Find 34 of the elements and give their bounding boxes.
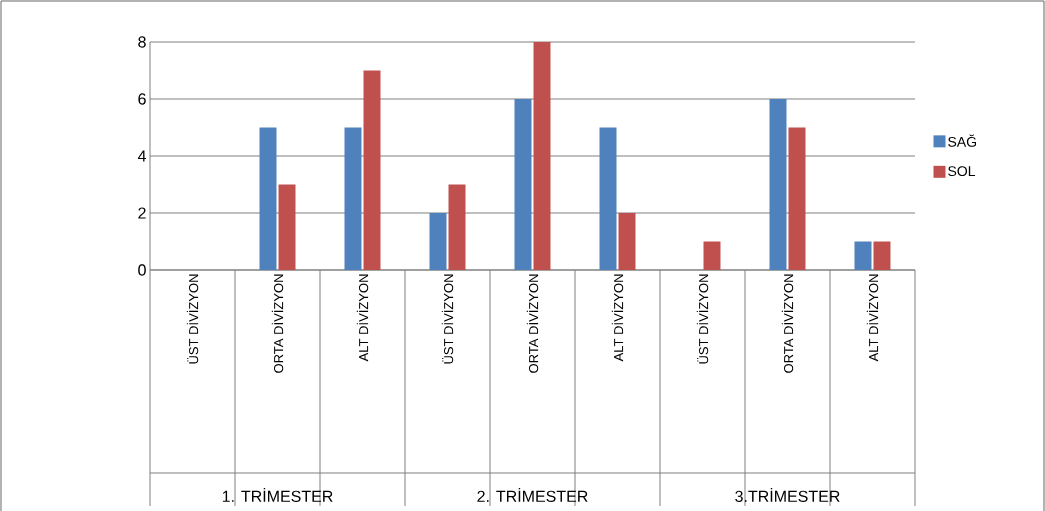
x-tick-label: ÜST DİVİZYON — [186, 274, 199, 364]
bar — [448, 184, 466, 270]
bar — [788, 127, 806, 270]
bar — [429, 212, 447, 270]
text: 2. TRİMESTER — [477, 487, 588, 503]
y-tick-label: 8 — [138, 36, 146, 48]
bar — [703, 241, 721, 270]
x-tick-label: ÜST DİVİZYON — [441, 274, 454, 364]
y-tick-label: 0 — [138, 264, 146, 276]
legend-label: SOL — [948, 166, 976, 177]
bar — [769, 99, 787, 270]
x-tick-label: ORTA DİVİZYON — [526, 274, 539, 373]
text: 1. TRİMESTER — [222, 487, 333, 503]
x-tick-label: ORTA DİVİZYON — [271, 274, 284, 373]
bar — [514, 99, 532, 270]
bar — [259, 127, 277, 270]
x-tick-label: ALT DİVİZYON — [356, 274, 369, 362]
bar — [344, 127, 362, 270]
x-tick-label: ALT DİVİZYON — [611, 274, 624, 362]
x-tick-label: ORTA DİVİZYON — [781, 274, 794, 373]
x-tick-label: ALT DİVİZYON — [866, 274, 879, 362]
x-tick-label: ÜST DİVİZYON — [696, 274, 709, 364]
bar — [363, 70, 381, 270]
bar — [533, 42, 551, 270]
bar — [618, 212, 636, 270]
y-tick-label: 4 — [137, 150, 146, 162]
legend-label: SAĞ — [948, 134, 977, 147]
bar — [873, 241, 891, 270]
bar — [599, 127, 617, 270]
text: 3.TRİMESTER — [735, 487, 840, 503]
bar — [278, 184, 296, 270]
y-tick-label: 2 — [138, 207, 146, 219]
bar — [854, 241, 872, 270]
y-tick-label: 6 — [138, 93, 146, 105]
